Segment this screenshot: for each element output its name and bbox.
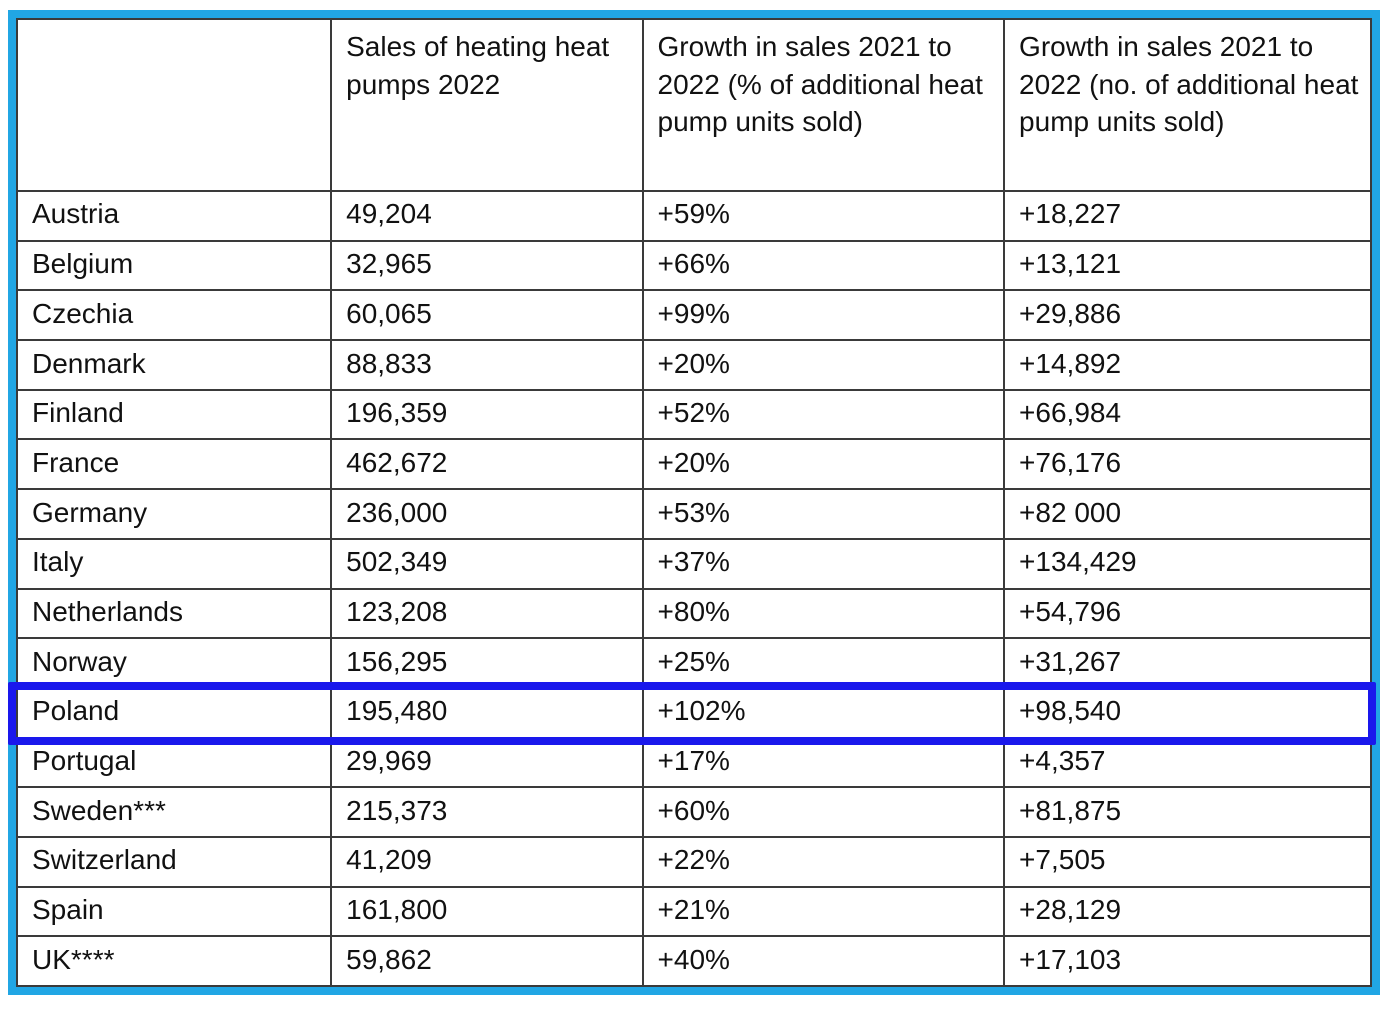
table-row: Czechia 60,065 +99% +29,886 [15, 289, 1372, 342]
growth-percent-cell: +37% [641, 537, 1006, 590]
sales-2022-cell: 29,969 [330, 736, 644, 789]
header-sales-2022: Sales of heating heat pumps 2022 [330, 18, 644, 192]
country-cell: Finland [15, 388, 333, 441]
growth-units-cell: +31,267 [1003, 637, 1372, 689]
sales-2022-cell: 236,000 [330, 488, 644, 540]
country-cell: Norway [15, 637, 333, 689]
growth-units-cell: +54,796 [1003, 587, 1372, 640]
country-cell: Spain [15, 885, 333, 938]
growth-units-cell: +18,227 [1003, 190, 1372, 242]
header-growth-units: Growth in sales 2021 to 2022 (no. of add… [1003, 18, 1372, 192]
growth-units-cell: +82 000 [1003, 488, 1372, 540]
sales-2022-cell: 49,204 [330, 190, 644, 242]
growth-units-cell: +76,176 [1003, 438, 1372, 491]
growth-units-cell: +7,505 [1003, 835, 1372, 888]
table-row: Italy 502,349 +37% +134,429 [15, 537, 1372, 590]
header-growth-percent: Growth in sales 2021 to 2022 (% of addit… [641, 18, 1006, 192]
country-cell: Netherlands [15, 587, 333, 640]
growth-percent-cell: +20% [641, 438, 1006, 491]
table-row: France 462,672 +20% +76,176 [15, 438, 1372, 491]
country-cell: Italy [15, 537, 333, 590]
sales-2022-cell: 60,065 [330, 289, 644, 342]
country-cell: Switzerland [15, 835, 333, 888]
growth-percent-cell: +53% [641, 488, 1006, 540]
sales-2022-cell: 462,672 [330, 438, 644, 491]
table-outer-frame: Sales of heating heat pumps 2022 Growth … [8, 10, 1380, 995]
country-cell: Sweden*** [15, 786, 333, 838]
sales-2022-cell: 215,373 [330, 786, 644, 838]
growth-units-cell: +28,129 [1003, 885, 1372, 938]
country-cell: Belgium [15, 239, 333, 292]
table-row: Denmark 88,833 +20% +14,892 [15, 339, 1372, 391]
sales-2022-cell: 59,862 [330, 935, 644, 987]
growth-percent-cell: +25% [641, 637, 1006, 689]
growth-percent-cell: +66% [641, 239, 1006, 292]
growth-percent-cell: +20% [641, 339, 1006, 391]
sales-2022-cell: 88,833 [330, 339, 644, 391]
country-cell: Poland [15, 686, 333, 739]
table-row: Germany 236,000 +53% +82 000 [15, 488, 1372, 540]
sales-2022-cell: 196,359 [330, 388, 644, 441]
growth-percent-cell: +52% [641, 388, 1006, 441]
growth-units-cell: +29,886 [1003, 289, 1372, 342]
growth-units-cell: +98,540 [1003, 686, 1372, 739]
country-cell: Germany [15, 488, 333, 540]
sales-2022-cell: 32,965 [330, 239, 644, 292]
header-country [15, 18, 333, 192]
table-header: Sales of heating heat pumps 2022 Growth … [15, 18, 1372, 192]
table-row: Spain 161,800 +21% +28,129 [15, 885, 1372, 938]
country-cell: France [15, 438, 333, 491]
sales-2022-cell: 156,295 [330, 637, 644, 689]
growth-units-cell: +134,429 [1003, 537, 1372, 590]
growth-percent-cell: +40% [641, 935, 1006, 987]
sales-2022-cell: 161,800 [330, 885, 644, 938]
table-row: Sweden*** 215,373 +60% +81,875 [15, 786, 1372, 838]
table-row: Netherlands 123,208 +80% +54,796 [15, 587, 1372, 640]
growth-units-cell: +81,875 [1003, 786, 1372, 838]
sales-2022-cell: 41,209 [330, 835, 644, 888]
table-row: UK**** 59,862 +40% +17,103 [15, 935, 1372, 987]
table-row: Norway 156,295 +25% +31,267 [15, 637, 1372, 689]
sales-2022-cell: 123,208 [330, 587, 644, 640]
growth-percent-cell: +17% [641, 736, 1006, 789]
table-row: Austria 49,204 +59% +18,227 [15, 190, 1372, 242]
growth-percent-cell: +21% [641, 885, 1006, 938]
country-cell: Austria [15, 190, 333, 242]
growth-percent-cell: +99% [641, 289, 1006, 342]
header-row: Sales of heating heat pumps 2022 Growth … [15, 18, 1372, 192]
growth-units-cell: +17,103 [1003, 935, 1372, 987]
growth-units-cell: +14,892 [1003, 339, 1372, 391]
table-row: Portugal 29,969 +17% +4,357 [15, 736, 1372, 789]
country-cell: Portugal [15, 736, 333, 789]
country-cell: Czechia [15, 289, 333, 342]
table-row: Belgium 32,965 +66% +13,121 [15, 239, 1372, 292]
sales-2022-cell: 502,349 [330, 537, 644, 590]
growth-units-cell: +13,121 [1003, 239, 1372, 292]
growth-percent-cell: +59% [641, 190, 1006, 242]
sales-2022-cell: 195,480 [330, 686, 644, 739]
growth-units-cell: +66,984 [1003, 388, 1372, 441]
table-row: Poland 195,480 +102% +98,540 [15, 686, 1372, 739]
country-cell: Denmark [15, 339, 333, 391]
heat-pump-sales-table: Sales of heating heat pumps 2022 Growth … [15, 18, 1372, 987]
growth-percent-cell: +102% [641, 686, 1006, 739]
table-row: Switzerland 41,209 +22% +7,505 [15, 835, 1372, 888]
growth-percent-cell: +80% [641, 587, 1006, 640]
table-row: Finland 196,359 +52% +66,984 [15, 388, 1372, 441]
growth-percent-cell: +60% [641, 786, 1006, 838]
country-cell: UK**** [15, 935, 333, 987]
table-body: Austria 49,204 +59% +18,227 Belgium 32,9… [15, 190, 1372, 987]
growth-units-cell: +4,357 [1003, 736, 1372, 789]
growth-percent-cell: +22% [641, 835, 1006, 888]
